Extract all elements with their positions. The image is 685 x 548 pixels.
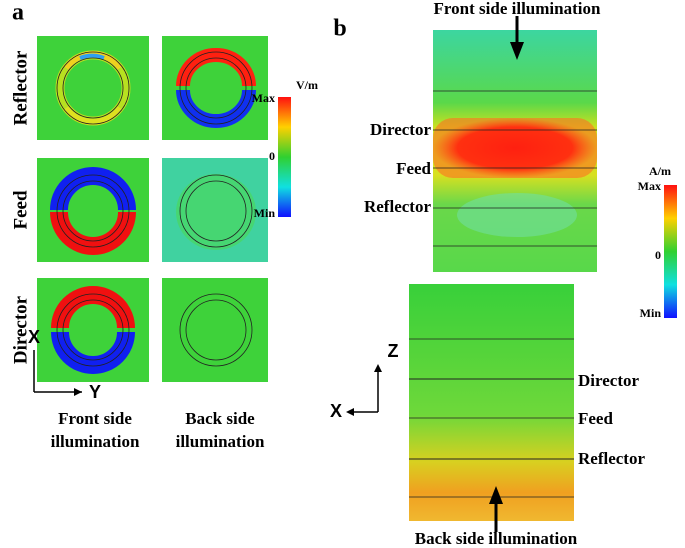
field-map bbox=[162, 36, 268, 140]
row-label: Director bbox=[10, 295, 31, 364]
column-label: illumination bbox=[51, 432, 140, 451]
colorbar bbox=[278, 97, 291, 217]
colorbar-label: Max bbox=[638, 179, 661, 193]
axis-label: X bbox=[28, 327, 40, 347]
row-label: Feed bbox=[10, 190, 31, 229]
colorbar bbox=[664, 185, 677, 318]
layer-label: Feed bbox=[396, 159, 431, 178]
axis-arrowhead bbox=[346, 408, 354, 416]
colorbar-label: Max bbox=[252, 91, 275, 105]
layer-label: Reflector bbox=[578, 449, 645, 468]
field-map bbox=[433, 30, 597, 272]
colorbar-label: 0 bbox=[655, 248, 661, 262]
field-map bbox=[162, 278, 268, 382]
colorbar-unit: A/m bbox=[649, 164, 671, 178]
axis-arrowhead bbox=[74, 388, 82, 396]
layer-label: Director bbox=[370, 120, 431, 139]
axis-label: Y bbox=[89, 382, 101, 402]
layer-label: Reflector bbox=[364, 197, 431, 216]
axis-arrowhead bbox=[374, 364, 382, 372]
illumination-arrowhead bbox=[489, 486, 503, 504]
axis-label: Z bbox=[388, 341, 399, 361]
colorbar-label: 0 bbox=[269, 149, 275, 163]
illumination-label: Front side illumination bbox=[434, 0, 601, 18]
illumination-arrowhead bbox=[510, 42, 524, 60]
field-map bbox=[37, 36, 149, 140]
column-label: illumination bbox=[176, 432, 265, 451]
field-map bbox=[37, 278, 149, 382]
layer-label: Director bbox=[578, 371, 639, 390]
colorbar-label: Min bbox=[640, 306, 662, 320]
row-label: Reflector bbox=[10, 50, 31, 125]
field-map bbox=[37, 158, 149, 262]
colorbar-label: Min bbox=[254, 206, 276, 220]
panel-label: b bbox=[333, 16, 346, 42]
panel-label: a bbox=[12, 0, 24, 26]
column-label: Back side bbox=[185, 409, 255, 428]
column-label: Front side bbox=[58, 409, 132, 428]
field-map bbox=[162, 158, 268, 262]
layer-label: Feed bbox=[578, 409, 613, 428]
axis-label: X bbox=[330, 401, 342, 421]
field-map bbox=[409, 284, 574, 521]
illumination-label: Back side illumination bbox=[415, 529, 578, 548]
colorbar-unit: V/m bbox=[296, 78, 318, 92]
